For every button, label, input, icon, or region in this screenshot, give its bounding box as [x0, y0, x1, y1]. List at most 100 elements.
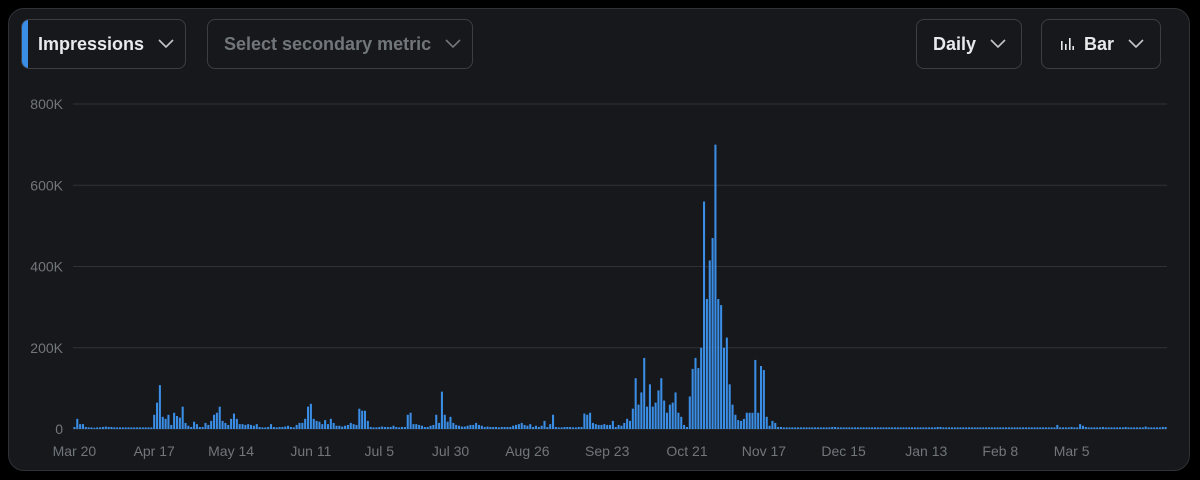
- chart-bar[interactable]: [814, 427, 817, 430]
- chart-bar[interactable]: [121, 427, 124, 430]
- chart-bar[interactable]: [794, 427, 797, 430]
- chart-bar[interactable]: [1039, 427, 1042, 430]
- chart-bar[interactable]: [913, 427, 916, 430]
- chart-bar[interactable]: [703, 201, 706, 430]
- chart-bar[interactable]: [537, 426, 540, 429]
- chart-bar[interactable]: [871, 427, 874, 430]
- chart-bar[interactable]: [181, 406, 184, 429]
- chart-bar[interactable]: [1030, 427, 1033, 430]
- chart-bar[interactable]: [118, 427, 122, 430]
- chart-bar[interactable]: [668, 404, 671, 430]
- chart-bar[interactable]: [1084, 426, 1087, 429]
- chart-bar[interactable]: [651, 406, 654, 429]
- chart-bar[interactable]: [292, 427, 295, 430]
- chart-bar[interactable]: [449, 416, 452, 429]
- chart-bar[interactable]: [358, 408, 361, 429]
- chart-bar[interactable]: [1141, 427, 1144, 430]
- chart-bar[interactable]: [1118, 427, 1122, 430]
- chart-type-dropdown[interactable]: Bar: [1041, 19, 1161, 69]
- chart-bar[interactable]: [705, 299, 708, 429]
- chart-bar[interactable]: [275, 427, 278, 430]
- chart-bar[interactable]: [782, 427, 785, 430]
- chart-bar[interactable]: [361, 410, 364, 429]
- chart-bar[interactable]: [523, 424, 526, 429]
- chart-bar[interactable]: [258, 426, 261, 429]
- chart-bar[interactable]: [517, 424, 520, 430]
- chart-bar[interactable]: [865, 427, 868, 430]
- chart-bar[interactable]: [950, 427, 953, 430]
- chart-bar[interactable]: [791, 427, 794, 430]
- chart-bar[interactable]: [301, 422, 304, 429]
- chart-bar[interactable]: [346, 424, 349, 429]
- chart-bar[interactable]: [483, 426, 486, 429]
- chart-bar[interactable]: [381, 426, 384, 429]
- chart-bar[interactable]: [1113, 427, 1116, 430]
- chart-bar[interactable]: [161, 416, 164, 429]
- chart-bar[interactable]: [255, 424, 258, 430]
- chart-bar[interactable]: [779, 426, 782, 429]
- chart-bar[interactable]: [868, 427, 871, 430]
- chart-bar[interactable]: [500, 426, 503, 429]
- chart-bar[interactable]: [420, 425, 424, 429]
- chart-bar[interactable]: [965, 427, 968, 430]
- chart-bar[interactable]: [1076, 427, 1079, 430]
- chart-bar[interactable]: [170, 424, 173, 429]
- chart-bar[interactable]: [261, 427, 264, 430]
- chart-bar[interactable]: [976, 427, 979, 430]
- chart-bar[interactable]: [777, 426, 780, 429]
- chart-bar[interactable]: [939, 426, 942, 429]
- chart-bar[interactable]: [110, 426, 113, 429]
- chart-bar[interactable]: [398, 427, 401, 430]
- chart-bar[interactable]: [571, 427, 575, 430]
- chart-bar[interactable]: [101, 426, 104, 429]
- chart-bar[interactable]: [1005, 427, 1008, 430]
- chart-bar[interactable]: [953, 427, 956, 430]
- chart-bar[interactable]: [81, 424, 84, 430]
- chart-bar[interactable]: [1059, 427, 1062, 430]
- chart-bar[interactable]: [1056, 424, 1059, 429]
- chart-bar[interactable]: [287, 425, 290, 429]
- chart-bar[interactable]: [369, 426, 372, 429]
- chart-bar[interactable]: [922, 427, 925, 430]
- chart-bar[interactable]: [990, 427, 993, 430]
- chart-bar[interactable]: [805, 427, 808, 430]
- chart-bar[interactable]: [1150, 427, 1153, 430]
- chart-bar[interactable]: [432, 424, 435, 429]
- chart-bar[interactable]: [435, 414, 438, 429]
- chart-bar[interactable]: [540, 425, 543, 429]
- chart-bar[interactable]: [1067, 427, 1070, 430]
- chart-bar[interactable]: [908, 427, 911, 430]
- chart-bar[interactable]: [825, 427, 828, 430]
- chart-bar[interactable]: [104, 426, 107, 429]
- chart-bar[interactable]: [150, 427, 153, 430]
- chart-bar[interactable]: [329, 418, 332, 429]
- chart-bar[interactable]: [472, 424, 475, 429]
- chart-bar[interactable]: [745, 412, 748, 429]
- chart-bar[interactable]: [403, 426, 406, 429]
- chart-bar[interactable]: [643, 357, 646, 429]
- chart-bar[interactable]: [1144, 426, 1147, 429]
- chart-bar[interactable]: [560, 427, 563, 430]
- chart-bar[interactable]: [349, 422, 352, 429]
- chart-bar[interactable]: [910, 427, 914, 430]
- chart-bar[interactable]: [193, 421, 196, 429]
- chart-bar[interactable]: [799, 427, 802, 430]
- chart-bar[interactable]: [392, 425, 395, 429]
- chart-bar[interactable]: [933, 427, 936, 430]
- chart-bar[interactable]: [375, 427, 378, 430]
- chart-bar[interactable]: [79, 424, 82, 430]
- chart-bar[interactable]: [851, 427, 854, 430]
- granularity-dropdown[interactable]: Daily: [916, 19, 1022, 69]
- chart-bar[interactable]: [438, 422, 441, 429]
- chart-bar[interactable]: [372, 427, 375, 430]
- chart-bar[interactable]: [631, 408, 634, 429]
- chart-bar[interactable]: [1099, 427, 1102, 430]
- chart-bar[interactable]: [455, 424, 458, 429]
- chart-bar[interactable]: [312, 418, 315, 429]
- chart-bar[interactable]: [948, 427, 951, 430]
- chart-bar[interactable]: [1093, 427, 1096, 430]
- chart-bar[interactable]: [854, 427, 857, 430]
- chart-bar[interactable]: [127, 427, 130, 430]
- chart-bar[interactable]: [326, 424, 330, 430]
- chart-bar[interactable]: [116, 427, 119, 430]
